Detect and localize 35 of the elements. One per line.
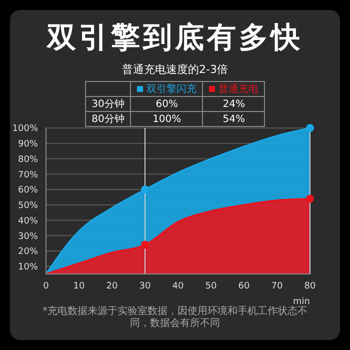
chart-subtitle: 普通充电速度的2-3倍	[121, 62, 229, 77]
point	[141, 185, 149, 194]
x-tick-label: 0	[43, 281, 50, 292]
chart-title: 双引擎到底有多快	[45, 19, 304, 56]
point	[306, 194, 314, 203]
x-tick-label: 10	[73, 281, 85, 292]
point	[306, 124, 314, 132]
x-tick-label: 20	[106, 281, 118, 292]
x-tick-label: 80	[304, 281, 316, 292]
x-axis-title: min	[293, 297, 310, 307]
text: 60%	[156, 98, 178, 110]
text: *充电数据来源于实验室数据，因使用环境和手机工作状态不同，数据会有所不同	[42, 306, 308, 330]
x-tick-label: 40	[172, 281, 184, 292]
x-tick-label: 70	[271, 281, 283, 292]
y-tick-label: 70%	[18, 170, 38, 180]
legend-label: 普通充电	[218, 84, 258, 95]
y-tick-label: 50%	[18, 201, 38, 212]
point	[141, 240, 149, 249]
y-tick-label: 30%	[18, 232, 38, 242]
y-tick-label: 10%	[18, 262, 38, 273]
x-tick-label: 50	[205, 281, 217, 292]
y-tick-label: 80%	[18, 154, 38, 165]
legend-label: 双引擎闪充	[146, 84, 196, 95]
y-tick-label: 90%	[18, 140, 38, 150]
text: 100%	[152, 114, 182, 124]
y-tick-label: 100%	[12, 124, 38, 134]
y-tick-label: 40%	[18, 216, 38, 226]
y-tick-label: 20%	[18, 247, 38, 258]
x-tick-label: 60	[238, 281, 250, 292]
x-tick-label: 30	[139, 281, 151, 292]
y-tick-label: 60%	[18, 186, 38, 196]
text: 80分钟	[92, 114, 124, 125]
text: 54%	[222, 114, 245, 124]
text: 24%	[222, 98, 245, 110]
text: 30分钟	[92, 99, 124, 110]
